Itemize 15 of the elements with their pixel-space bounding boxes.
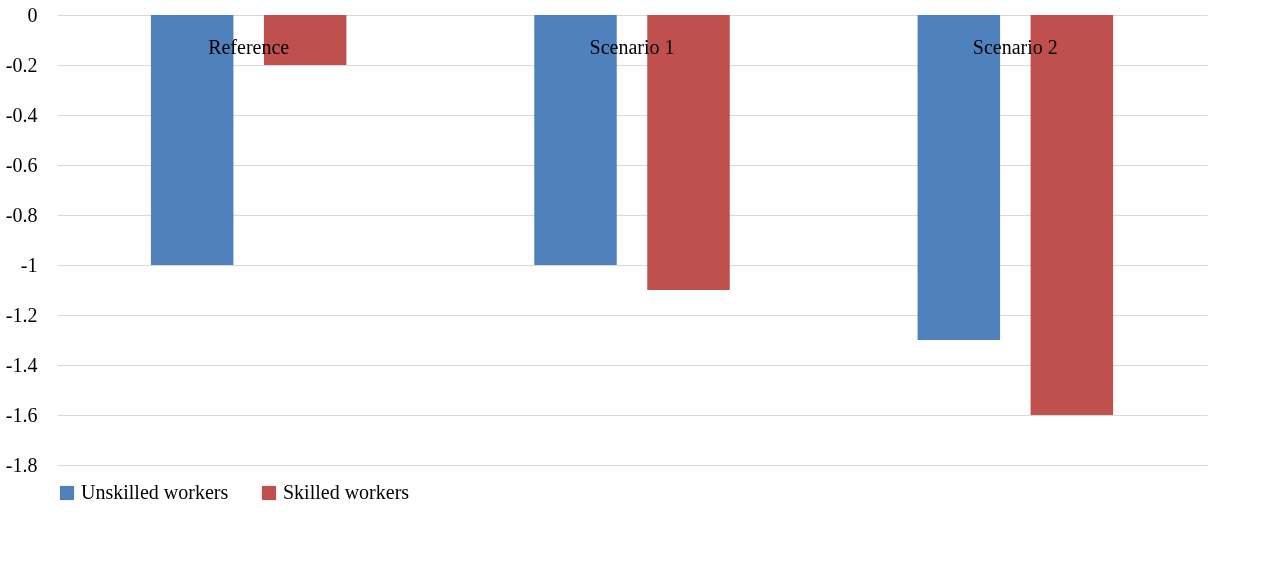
y-tick-label: -1.8 — [5, 453, 38, 476]
y-tick-label: -1.2 — [5, 303, 38, 326]
legend-label: Skilled workers — [283, 481, 410, 503]
y-tick-label: -0.2 — [5, 53, 38, 76]
legend-label: Unskilled workers — [81, 481, 229, 503]
y-tick-label: -0.4 — [5, 103, 38, 126]
x-tick-label: Scenario 1 — [589, 35, 675, 58]
y-tick-label: 0 — [27, 3, 38, 26]
y-tick-label: -1.4 — [5, 353, 38, 376]
y-tick-label: -1 — [20, 253, 38, 276]
x-tick-label: Scenario 2 — [972, 35, 1058, 58]
y-tick-label: -0.8 — [5, 203, 38, 226]
x-tick-label: Reference — [208, 35, 290, 58]
y-tick-label: -0.6 — [5, 153, 38, 176]
y-tick-label: -1.6 — [5, 403, 38, 426]
